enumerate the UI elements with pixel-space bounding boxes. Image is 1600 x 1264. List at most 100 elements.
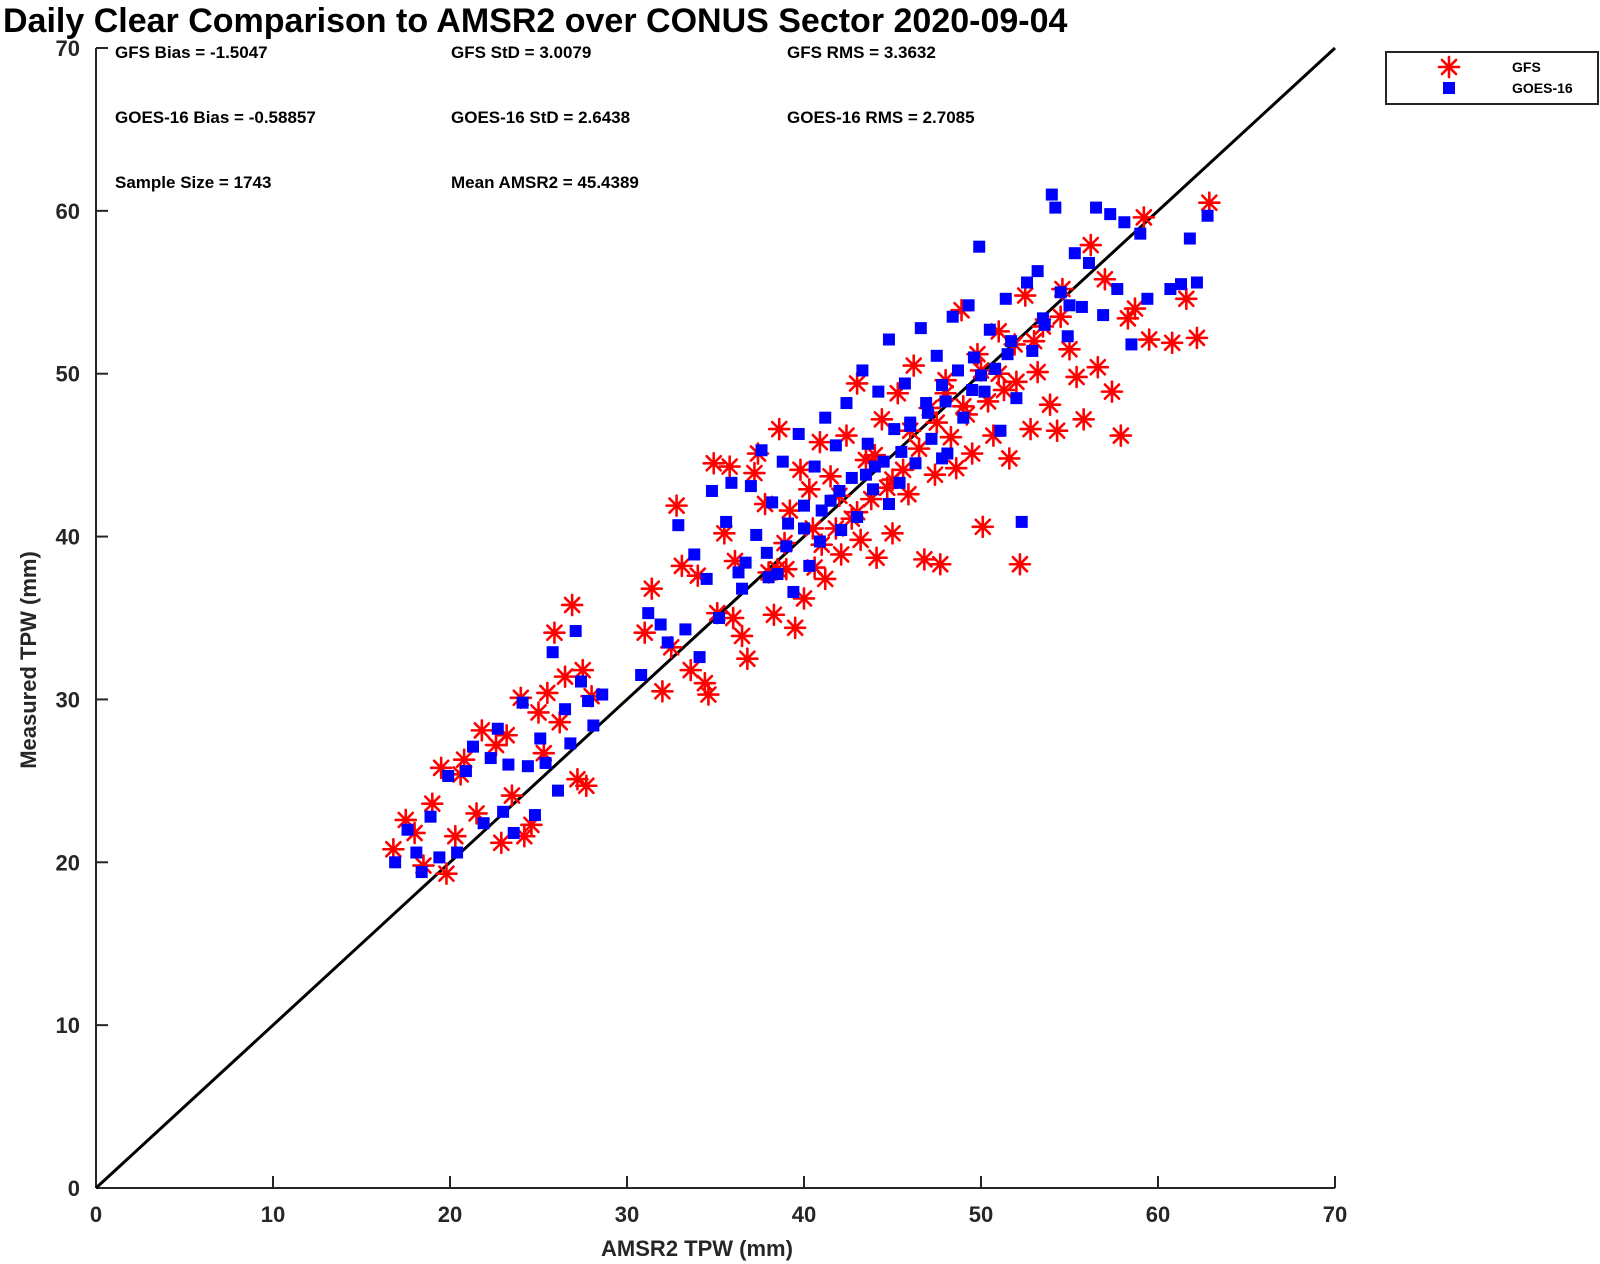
goes16-point [497, 805, 510, 818]
gfs-point [897, 482, 920, 506]
goes16-point [851, 511, 864, 524]
goes16-point [1026, 344, 1039, 357]
gfs-point [1137, 328, 1161, 351]
stat-gfs-rms: GFS RMS = 3.3632 [787, 43, 936, 62]
gfs-point [762, 603, 786, 627]
goes16-point [920, 397, 933, 410]
goes16-point [401, 823, 414, 836]
gfs-point [845, 372, 869, 395]
goes16-point [975, 369, 987, 382]
gfs-point [1198, 191, 1221, 215]
goes16-point [856, 364, 869, 377]
gfs-point [928, 552, 952, 576]
goes16-point [989, 362, 1002, 375]
gfs-point [679, 658, 703, 682]
gfs-point [1123, 297, 1147, 320]
stat-goes-rms: GOES-16 RMS = 2.7085 [787, 108, 975, 127]
goes16-point [819, 411, 832, 424]
goes16-point [755, 444, 768, 457]
goes16-point [559, 703, 572, 716]
goes16-point [1049, 201, 1062, 214]
gfs-point [1049, 305, 1072, 329]
goes16-point [798, 522, 810, 535]
goes16-series [389, 188, 1214, 879]
goes16-point [914, 322, 927, 335]
y-tick-label: 20 [56, 850, 80, 875]
goes16-point [410, 846, 423, 859]
goes16-point [829, 439, 842, 452]
goes16-point [713, 612, 726, 624]
goes16-point [451, 846, 464, 859]
gfs-point [1008, 552, 1032, 576]
gfs-point [923, 463, 947, 486]
goes16-point [762, 571, 775, 584]
goes16-point [999, 292, 1012, 305]
plot-area [95, 48, 1335, 1189]
goes16-point [1063, 299, 1076, 312]
goes16-point [909, 457, 922, 470]
gfs-point [560, 593, 584, 617]
goes16-point [1097, 309, 1110, 322]
gfs-point [913, 548, 936, 571]
gfs-point [944, 456, 968, 480]
gfs-point [1100, 380, 1124, 403]
goes16-point [521, 760, 534, 773]
goes16-point [776, 455, 789, 468]
gfs-point [736, 647, 759, 671]
goes16-point [477, 817, 490, 830]
legend-goes-label: GOES-16 [1512, 80, 1573, 96]
goes16-point [442, 769, 455, 782]
goes16-point [1190, 276, 1203, 289]
goes16-point [1010, 392, 1023, 405]
gfs-point [778, 499, 802, 522]
x-tick-label: 70 [1323, 1202, 1347, 1227]
gfs-point [829, 543, 853, 566]
gfs-point [574, 774, 598, 798]
y-tick-label: 60 [56, 199, 80, 224]
gfs-point [881, 522, 904, 545]
stats-annotations: GFS Bias = -1.5047 GFS StD = 3.0079 GFS … [115, 43, 975, 192]
gfs-point [865, 546, 888, 570]
gfs-point [783, 616, 807, 640]
stat-gfs-std: GFS StD = 3.0079 [451, 43, 591, 62]
goes16-point [808, 460, 821, 473]
gfs-point [730, 624, 754, 648]
goes16-point [904, 419, 917, 432]
goes16-point [596, 688, 609, 701]
axis-ticks: 0 10 20 30 40 50 60 70 0 10 20 30 40 50 60 70 [56, 36, 1348, 1227]
gfs-point [1132, 206, 1156, 229]
goes16-point [962, 299, 975, 312]
gfs-point [697, 683, 720, 706]
goes16-point [978, 385, 991, 398]
gfs-point [998, 447, 1021, 470]
goes16-point [1125, 338, 1138, 351]
gfs-point [870, 408, 894, 431]
goes16-point [635, 669, 648, 681]
x-tick-label: 40 [792, 1202, 816, 1227]
goes16-point [1031, 265, 1044, 278]
gfs-point [420, 792, 444, 815]
gfs-point [435, 862, 458, 885]
goes16-point [840, 397, 853, 410]
chart-title: Daily Clear Comparison to AMSR2 over CON… [3, 2, 1068, 40]
goes16-point [946, 310, 959, 323]
goes16-point [815, 504, 828, 517]
gfs-point [789, 458, 812, 482]
goes16-point [1134, 227, 1147, 240]
gfs-point [960, 442, 984, 465]
goes16-point [861, 437, 874, 450]
goes16-point [564, 737, 577, 750]
goes16-point [491, 722, 504, 735]
gfs-point [1005, 370, 1028, 394]
gfs-point [670, 554, 694, 578]
gfs-point [548, 710, 572, 734]
goes16-point [459, 765, 472, 778]
goes16-point [720, 515, 733, 528]
goes16-point [389, 856, 402, 869]
goes16-point [467, 740, 480, 753]
goes16-point [966, 384, 979, 396]
goes16-point [1164, 283, 1177, 296]
gfs-point [1093, 267, 1117, 291]
gfs-point [536, 681, 559, 705]
legend: GFS GOES-16 [1385, 51, 1599, 105]
